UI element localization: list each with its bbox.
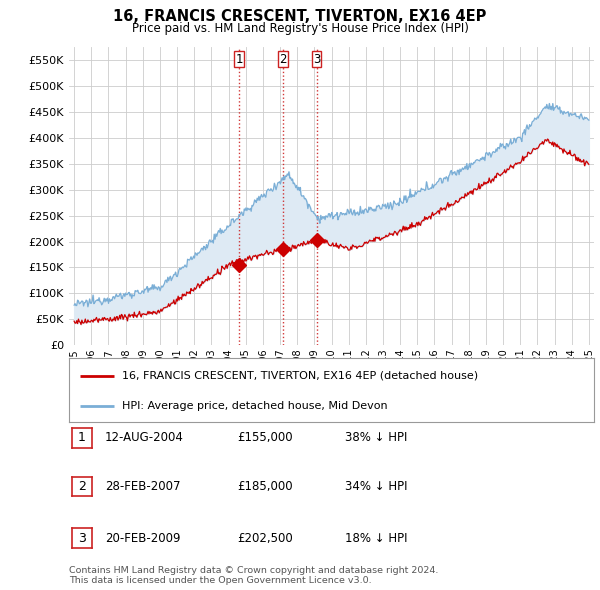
Text: £185,000: £185,000 [237, 480, 293, 493]
Text: 3: 3 [313, 53, 320, 65]
Text: 18% ↓ HPI: 18% ↓ HPI [345, 532, 407, 545]
Text: HPI: Average price, detached house, Mid Devon: HPI: Average price, detached house, Mid … [121, 401, 387, 411]
Text: 16, FRANCIS CRESCENT, TIVERTON, EX16 4EP: 16, FRANCIS CRESCENT, TIVERTON, EX16 4EP [113, 9, 487, 24]
Text: 1: 1 [78, 431, 86, 444]
FancyBboxPatch shape [235, 51, 244, 67]
FancyBboxPatch shape [278, 51, 287, 67]
Text: Price paid vs. HM Land Registry's House Price Index (HPI): Price paid vs. HM Land Registry's House … [131, 22, 469, 35]
Text: This data is licensed under the Open Government Licence v3.0.: This data is licensed under the Open Gov… [69, 576, 371, 585]
Text: 16, FRANCIS CRESCENT, TIVERTON, EX16 4EP (detached house): 16, FRANCIS CRESCENT, TIVERTON, EX16 4EP… [121, 371, 478, 381]
Text: 3: 3 [78, 532, 86, 545]
Text: 2: 2 [279, 53, 287, 65]
Text: 12-AUG-2004: 12-AUG-2004 [105, 431, 184, 444]
Text: 20-FEB-2009: 20-FEB-2009 [105, 532, 181, 545]
Text: 28-FEB-2007: 28-FEB-2007 [105, 480, 181, 493]
Text: £202,500: £202,500 [237, 532, 293, 545]
FancyBboxPatch shape [312, 51, 321, 67]
Text: 38% ↓ HPI: 38% ↓ HPI [345, 431, 407, 444]
Text: 1: 1 [235, 53, 243, 65]
Text: 34% ↓ HPI: 34% ↓ HPI [345, 480, 407, 493]
Text: 2: 2 [78, 480, 86, 493]
Text: £155,000: £155,000 [237, 431, 293, 444]
Text: Contains HM Land Registry data © Crown copyright and database right 2024.: Contains HM Land Registry data © Crown c… [69, 566, 439, 575]
